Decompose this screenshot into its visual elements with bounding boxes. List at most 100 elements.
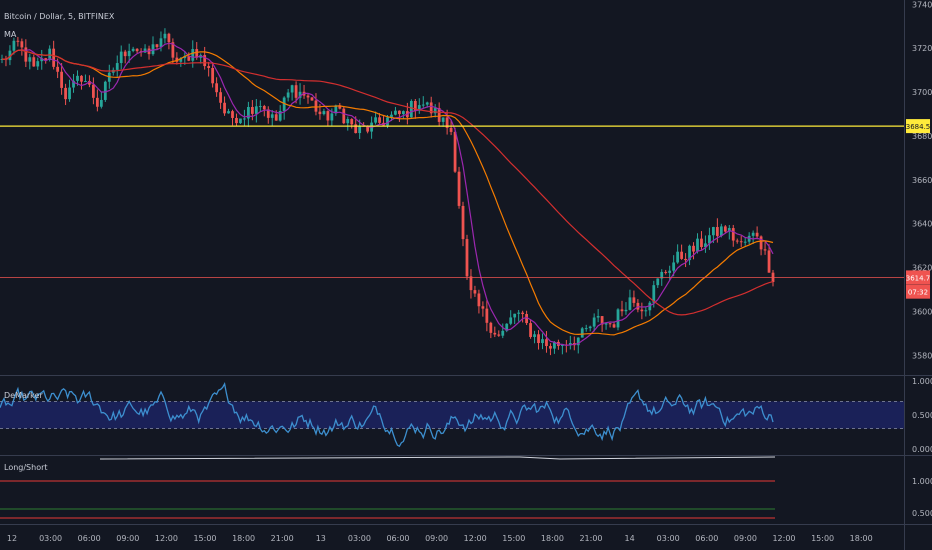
- time-tick-label: 21:00: [271, 534, 294, 543]
- candle: [215, 77, 218, 97]
- candle: [588, 325, 592, 332]
- candle: [84, 74, 87, 83]
- candle: [497, 330, 501, 337]
- price-tick-label: 3640.0: [912, 220, 932, 229]
- candle: [282, 96, 286, 120]
- time-tick-label: 18:00: [541, 534, 564, 543]
- candle: [32, 54, 36, 67]
- candle: [616, 308, 620, 331]
- candle: [604, 323, 608, 330]
- longshort-axis: 1.0000 0.5000: [912, 477, 932, 518]
- candle: [469, 269, 473, 299]
- time-tick-label: 18:00: [850, 534, 873, 543]
- candle: [40, 49, 44, 70]
- ma-slow-line: [1, 49, 774, 316]
- candle: [533, 330, 536, 344]
- candle: [235, 113, 238, 126]
- time-axis: 12 03:00 06:00 09:00 12:00 15:00 18:00 21:00 13 0…: [7, 534, 873, 543]
- longshort-white-line: [99, 456, 776, 460]
- candle: [103, 80, 107, 102]
- time-tick-label: 03:00: [348, 534, 371, 543]
- price-tick-label: 3660.0: [912, 176, 932, 185]
- candle: [314, 93, 318, 116]
- candle: [342, 107, 346, 125]
- candle: [374, 111, 377, 125]
- candle: [723, 225, 727, 234]
- longshort-tick-label: 1.0000: [912, 477, 932, 486]
- time-tick-label: 03:00: [39, 534, 62, 543]
- candle: [239, 118, 242, 125]
- time-tick-label: 15:00: [193, 534, 216, 543]
- candle: [231, 109, 234, 126]
- price-tick-label: 3680.0: [912, 132, 932, 141]
- candle: [700, 231, 703, 250]
- candle: [409, 99, 413, 118]
- candle: [763, 242, 767, 255]
- time-tick-label: 15:00: [811, 534, 834, 543]
- candle: [541, 333, 544, 350]
- candle: [306, 93, 310, 104]
- candle: [254, 99, 258, 123]
- moving-averages: [1, 42, 774, 347]
- candle: [517, 310, 521, 322]
- candle: [92, 77, 95, 105]
- price-tick-label: 3620.0: [912, 264, 932, 273]
- candle: [167, 32, 171, 50]
- candle: [537, 330, 540, 350]
- candle: [568, 335, 572, 350]
- time-tick-label: 13: [316, 534, 326, 543]
- candle: [489, 321, 493, 339]
- candle: [493, 326, 497, 338]
- candle: [735, 238, 739, 244]
- candle: [529, 319, 532, 339]
- demarker-levels: [0, 400, 904, 430]
- time-tick-label: 06:00: [78, 534, 101, 543]
- demarker-tick-label: 0.5000: [912, 411, 932, 420]
- candle: [481, 301, 485, 317]
- time-tick-label: 21:00: [579, 534, 602, 543]
- candle: [16, 36, 20, 47]
- candle: [684, 253, 687, 268]
- candle: [298, 83, 302, 105]
- candle: [549, 343, 552, 356]
- candle: [501, 323, 505, 339]
- svg-text:07:32: 07:32: [908, 289, 928, 297]
- candle: [576, 337, 580, 354]
- candle: [402, 110, 405, 119]
- candle: [644, 307, 648, 317]
- candle: [207, 61, 211, 77]
- candle: [127, 43, 131, 63]
- time-tick-label: 18:00: [232, 534, 255, 543]
- candle: [80, 75, 83, 90]
- candle: [346, 116, 350, 131]
- candle: [286, 88, 290, 102]
- candle: [739, 235, 743, 248]
- candle: [227, 108, 230, 114]
- candle: [8, 45, 12, 66]
- candle: [223, 96, 226, 116]
- price-tags: 3684.5 3614.7 07:32: [906, 119, 931, 299]
- candle: [461, 201, 465, 247]
- candle: [624, 302, 628, 315]
- time-tick-label: 12:00: [464, 534, 487, 543]
- candle: [449, 120, 453, 136]
- candle: [99, 92, 103, 109]
- candle: [398, 110, 401, 122]
- candle: [12, 37, 16, 55]
- candle: [656, 278, 660, 288]
- candle: [560, 344, 564, 355]
- candle: [743, 238, 747, 246]
- candle: [465, 234, 469, 280]
- candle: [708, 227, 711, 250]
- candle: [664, 269, 668, 275]
- candle: [115, 55, 119, 77]
- candle: [731, 224, 735, 247]
- candle: [767, 244, 771, 273]
- candle: [688, 244, 691, 266]
- time-tick-label: 09:00: [734, 534, 757, 543]
- demarker-tick-label: 1.0000: [912, 377, 932, 386]
- svg-text:3614.7: 3614.7: [906, 274, 931, 282]
- candle: [445, 109, 449, 135]
